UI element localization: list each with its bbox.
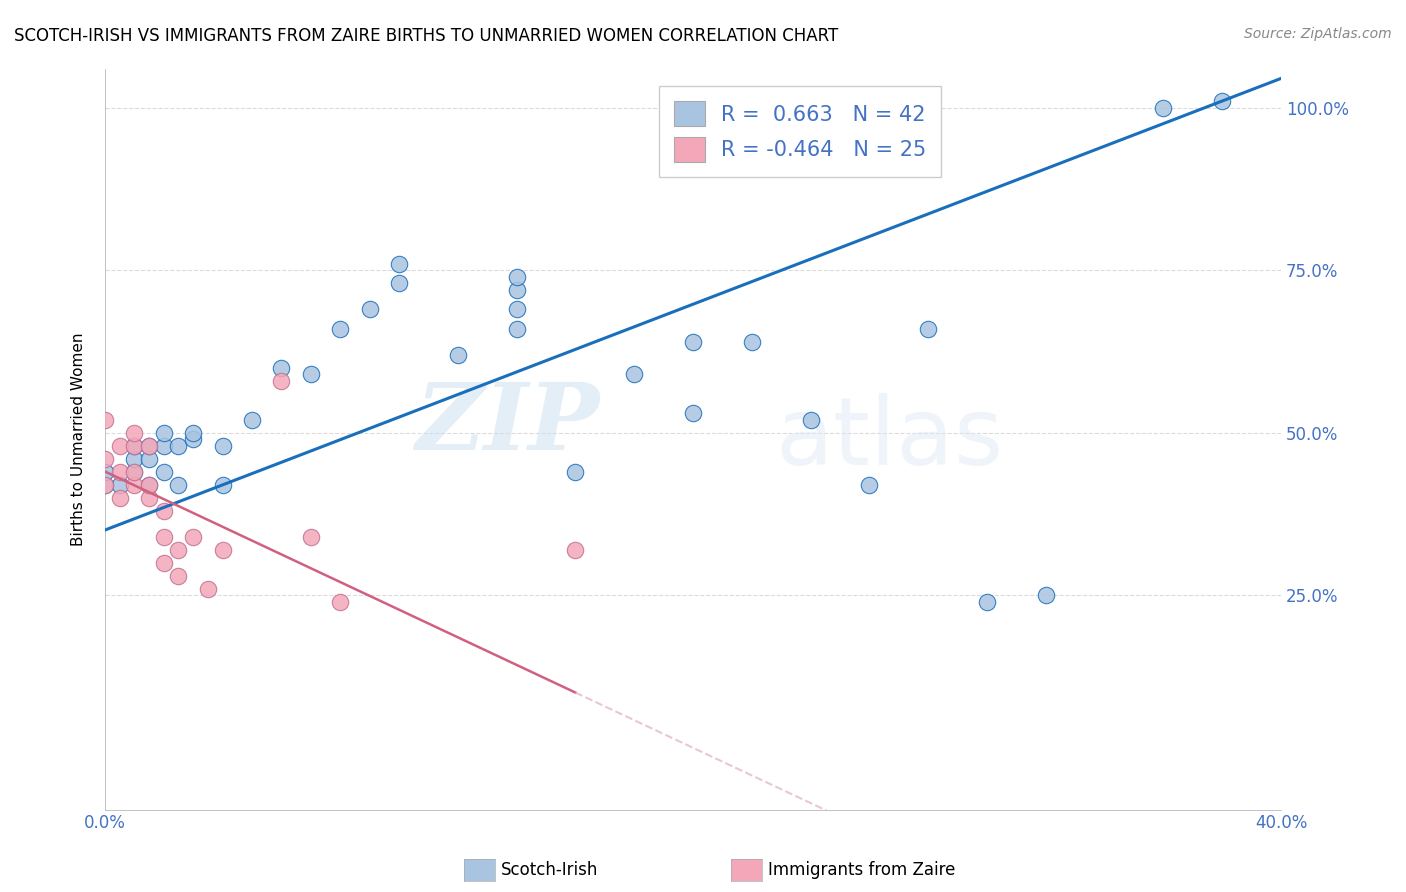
Point xyxy=(505,283,527,297)
Point xyxy=(167,477,190,491)
Point xyxy=(359,301,381,316)
Point xyxy=(270,360,292,375)
Point xyxy=(152,503,174,517)
Point xyxy=(181,529,204,543)
Point xyxy=(167,438,190,452)
Point xyxy=(124,465,146,479)
Point xyxy=(388,276,411,290)
Point xyxy=(505,321,527,335)
Point xyxy=(505,301,527,316)
Point xyxy=(858,477,880,491)
Point xyxy=(138,438,160,452)
Text: Source: ZipAtlas.com: Source: ZipAtlas.com xyxy=(1244,27,1392,41)
Point xyxy=(152,425,174,440)
Point xyxy=(240,412,263,426)
Point xyxy=(1035,588,1057,602)
Point xyxy=(124,451,146,466)
Point xyxy=(800,412,823,426)
Point xyxy=(94,465,117,479)
Point xyxy=(152,465,174,479)
Point xyxy=(108,438,131,452)
Point xyxy=(299,367,322,381)
Point xyxy=(124,477,146,491)
Point xyxy=(329,321,352,335)
Point xyxy=(211,542,233,557)
Point xyxy=(108,477,131,491)
Point xyxy=(138,491,160,505)
Y-axis label: Births to Unmarried Women: Births to Unmarried Women xyxy=(72,333,86,546)
Point xyxy=(682,406,704,420)
Point xyxy=(167,542,190,557)
Point xyxy=(211,438,233,452)
Text: ZIP: ZIP xyxy=(415,379,599,469)
Point xyxy=(152,438,174,452)
Text: Scotch-Irish: Scotch-Irish xyxy=(501,861,598,880)
Point xyxy=(108,465,131,479)
Point xyxy=(94,451,117,466)
Point xyxy=(181,425,204,440)
Point xyxy=(124,438,146,452)
Point xyxy=(124,438,146,452)
Point xyxy=(976,594,998,608)
Point xyxy=(270,374,292,388)
Point xyxy=(181,432,204,446)
Point xyxy=(124,425,146,440)
Point xyxy=(138,451,160,466)
Point xyxy=(564,465,586,479)
Point xyxy=(94,412,117,426)
Point xyxy=(299,529,322,543)
Point xyxy=(108,491,131,505)
Point xyxy=(564,542,586,557)
Point xyxy=(917,321,939,335)
Point xyxy=(94,477,117,491)
Point xyxy=(152,556,174,570)
Text: SCOTCH-IRISH VS IMMIGRANTS FROM ZAIRE BIRTHS TO UNMARRIED WOMEN CORRELATION CHAR: SCOTCH-IRISH VS IMMIGRANTS FROM ZAIRE BI… xyxy=(14,27,838,45)
Point xyxy=(623,367,645,381)
Point xyxy=(505,269,527,284)
Point xyxy=(1152,101,1174,115)
Point xyxy=(329,594,352,608)
Point xyxy=(388,256,411,270)
Point xyxy=(124,465,146,479)
Point xyxy=(138,477,160,491)
Text: Immigrants from Zaire: Immigrants from Zaire xyxy=(768,861,955,880)
Point xyxy=(1211,94,1233,108)
Point xyxy=(682,334,704,349)
Point xyxy=(94,477,117,491)
Point xyxy=(211,477,233,491)
Point xyxy=(741,334,763,349)
Point xyxy=(152,529,174,543)
Point xyxy=(447,347,470,361)
Point xyxy=(167,568,190,582)
Legend: R =  0.663   N = 42, R = -0.464   N = 25: R = 0.663 N = 42, R = -0.464 N = 25 xyxy=(659,87,941,177)
Point xyxy=(138,477,160,491)
Point xyxy=(138,438,160,452)
Text: atlas: atlas xyxy=(775,393,1004,485)
Point xyxy=(197,582,219,596)
